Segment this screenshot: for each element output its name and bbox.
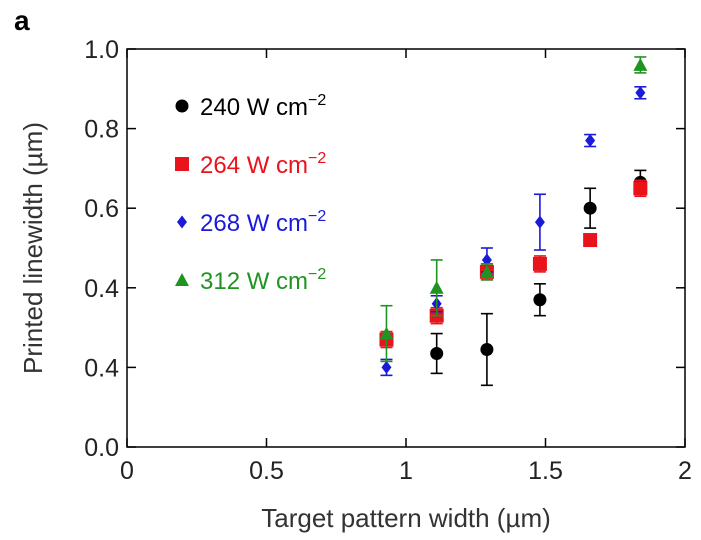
data-point <box>381 360 392 374</box>
data-point <box>633 181 648 196</box>
data-point <box>480 342 494 356</box>
data-point <box>583 201 597 215</box>
data-point <box>430 346 444 360</box>
y-tick-label: 1.0 <box>84 36 119 64</box>
data-point <box>532 256 547 271</box>
data-point <box>583 233 598 248</box>
y-axis-title: Printed linewidth (µm) <box>18 122 48 374</box>
x-tick-label: 1.5 <box>528 457 563 485</box>
x-tick-label: 0.5 <box>249 457 284 485</box>
x-tick-label: 2 <box>678 457 692 485</box>
legend-label: 264 W cm−2 <box>200 150 326 179</box>
y-tick-label: 0.4 <box>84 275 119 303</box>
y-tick-label: 0.4 <box>84 354 119 382</box>
series-square <box>379 179 648 349</box>
y-axis: 0.0 0.4 0.4 0.6 0.8 1.0 <box>84 36 685 462</box>
legend-label: 240 W cm−2 <box>200 92 326 121</box>
legend-marker <box>175 157 189 171</box>
legend-superscript: −2 <box>308 92 326 109</box>
data-point <box>633 57 648 71</box>
legend-marker <box>175 99 189 113</box>
data-point <box>479 264 494 278</box>
legend-marker <box>177 215 187 229</box>
panel-label: a <box>14 5 30 36</box>
x-tick-label: 0 <box>120 457 134 485</box>
x-axis-title: Target pattern width (µm) <box>261 503 551 533</box>
legend-superscript: −2 <box>308 266 326 283</box>
data-point <box>533 293 547 307</box>
series-diamond <box>380 86 647 377</box>
data-point <box>635 86 646 100</box>
legend-label: 268 W cm−2 <box>200 208 326 237</box>
y-tick-label: 0.6 <box>84 195 119 223</box>
data-point <box>585 134 596 148</box>
legend-superscript: −2 <box>308 150 326 167</box>
series-triangle <box>379 56 648 363</box>
y-tick-label: 0.8 <box>84 116 119 144</box>
legend: 240 W cm−2 264 W cm−2 268 W cm−2 312 W cm−2 <box>175 92 326 295</box>
y-tick-label: 0.0 <box>84 434 119 462</box>
data-point <box>534 215 545 229</box>
legend-marker <box>175 273 189 286</box>
x-axis: 0 0.5 1 1.5 2 <box>120 49 692 485</box>
x-tick-label: 1 <box>399 457 413 485</box>
data-point <box>379 326 394 340</box>
legend-superscript: −2 <box>308 208 326 225</box>
legend-label: 312 W cm−2 <box>200 266 326 295</box>
series-layer <box>379 56 648 387</box>
data-point <box>429 280 444 294</box>
series-circle <box>430 169 647 387</box>
